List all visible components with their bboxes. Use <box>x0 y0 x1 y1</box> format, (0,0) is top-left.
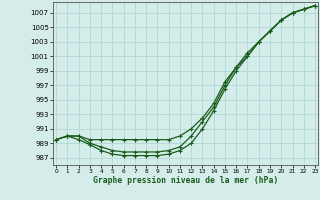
X-axis label: Graphe pression niveau de la mer (hPa): Graphe pression niveau de la mer (hPa) <box>93 176 278 185</box>
